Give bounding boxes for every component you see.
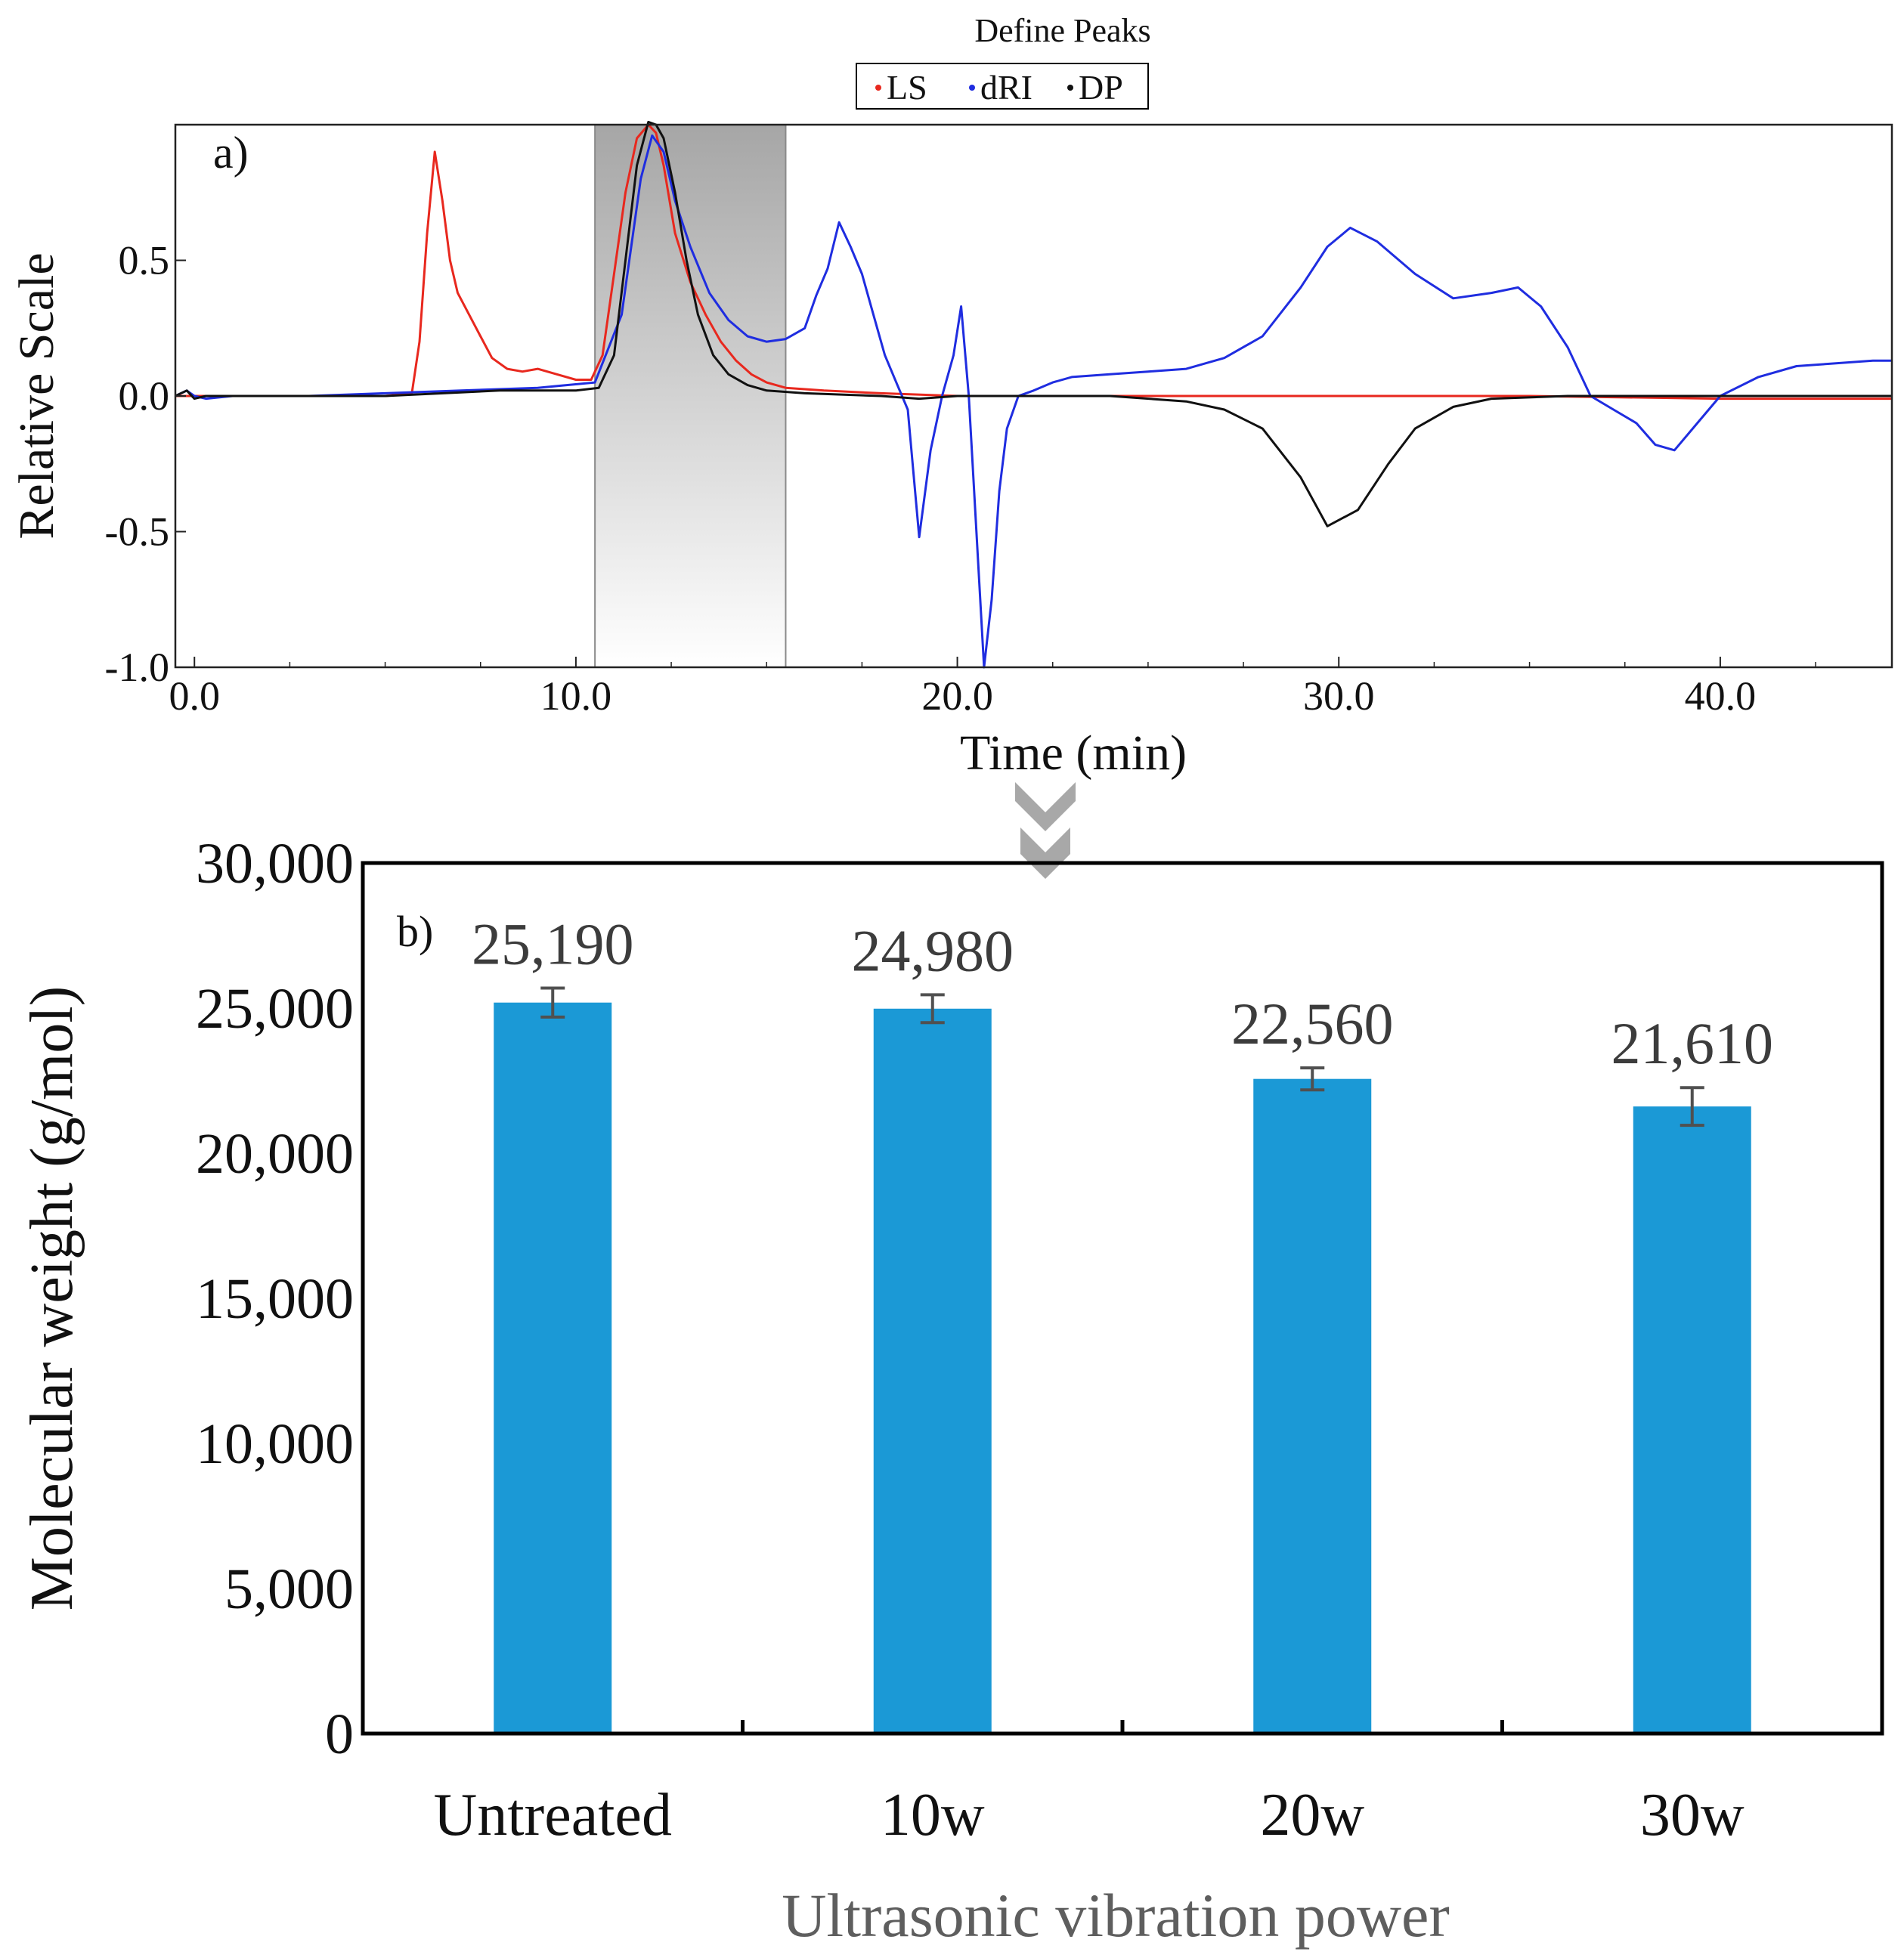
down-chevron-icon xyxy=(1015,782,1076,879)
y-tick-label: 30,000 xyxy=(196,832,354,895)
bar-30w xyxy=(1633,1106,1751,1734)
panel-b-label: b) xyxy=(397,907,433,956)
bar-10w xyxy=(873,1008,992,1734)
legend-label-ls: LS xyxy=(887,68,927,107)
panel-b-error-bars xyxy=(540,986,1704,1127)
panel-b-xlabel: Ultrasonic vibration power xyxy=(782,1881,1450,1950)
y-tick-label: 0.5 xyxy=(119,238,170,283)
y-tick-label: -0.5 xyxy=(105,509,169,555)
bar-20w xyxy=(1253,1078,1372,1734)
bar-untreated xyxy=(494,1002,612,1734)
y-tick-label: 15,000 xyxy=(196,1267,354,1331)
y-tick-label: -1.0 xyxy=(105,645,169,690)
x-tick-label: 10.0 xyxy=(540,673,612,719)
y-tick-label: 25,000 xyxy=(196,977,354,1041)
y-tick-label: 0.0 xyxy=(119,373,170,419)
legend-label-dp: DP xyxy=(1079,68,1123,107)
x-tick-label: 10w xyxy=(881,1782,985,1848)
panel-b-ylabel: Molecular weight (g/mol) xyxy=(19,986,85,1610)
x-tick-label: 40.0 xyxy=(1685,673,1757,719)
y-tick-label: 10,000 xyxy=(196,1412,354,1476)
x-tick-label: 30w xyxy=(1640,1782,1745,1848)
panel-b-x-axis: Untreated 10w 20w 30w xyxy=(434,1720,1745,1848)
x-tick-label: 20w xyxy=(1260,1782,1364,1848)
x-tick-label: Untreated xyxy=(434,1782,672,1848)
x-tick-label: 20.0 xyxy=(921,673,993,719)
data-label: 22,560 xyxy=(1231,991,1394,1056)
series-line-dp xyxy=(175,120,1892,527)
panel-a: Define Peaks LS dRI DP 0.0 10.0 20.0 30.0 40… xyxy=(9,12,1893,781)
legend-label-dri: dRI xyxy=(980,68,1032,107)
panel-a-label: a) xyxy=(213,128,249,178)
panel-a-legend: LS dRI DP xyxy=(856,63,1149,110)
panel-a-xlabel: Time (min) xyxy=(960,725,1187,781)
panel-a-series xyxy=(175,120,1892,669)
legend-box xyxy=(856,63,1149,110)
series-line-ls xyxy=(175,123,1892,401)
legend-marker-dri xyxy=(969,85,975,91)
panel-a-ylabel: Relative Scale xyxy=(9,252,64,539)
y-tick-label: 20,000 xyxy=(196,1122,354,1186)
series-line-dri xyxy=(175,134,1892,669)
panel-a-x-axis: 0.0 10.0 20.0 30.0 40.0 xyxy=(169,657,1816,719)
peak-region xyxy=(594,124,787,668)
panel-b-bars xyxy=(494,1002,1751,1734)
legend-marker-dp xyxy=(1067,85,1073,91)
panel-b-y-axis: 30,000 25,000 20,000 15,000 10,000 5,000 0 xyxy=(196,832,354,1766)
y-tick-label: 5,000 xyxy=(224,1557,354,1621)
x-tick-label: 30.0 xyxy=(1303,673,1375,719)
panel-b: 25,190 24,980 22,560 21,610 Untreated 10w 20w… xyxy=(19,832,1884,1950)
y-tick-label: 0 xyxy=(325,1703,354,1766)
legend-marker-ls xyxy=(875,85,881,91)
data-label: 21,610 xyxy=(1611,1010,1774,1076)
data-label: 24,980 xyxy=(852,917,1014,983)
panel-a-title: Define Peaks xyxy=(974,12,1150,49)
x-tick-label: 0.0 xyxy=(169,673,220,719)
panel-b-value-labels: 25,190 24,980 22,560 21,610 xyxy=(472,911,1773,1077)
panel-a-y-axis: 0.5 0.0 -0.5 -1.0 xyxy=(105,238,186,690)
data-label: 25,190 xyxy=(472,911,634,977)
